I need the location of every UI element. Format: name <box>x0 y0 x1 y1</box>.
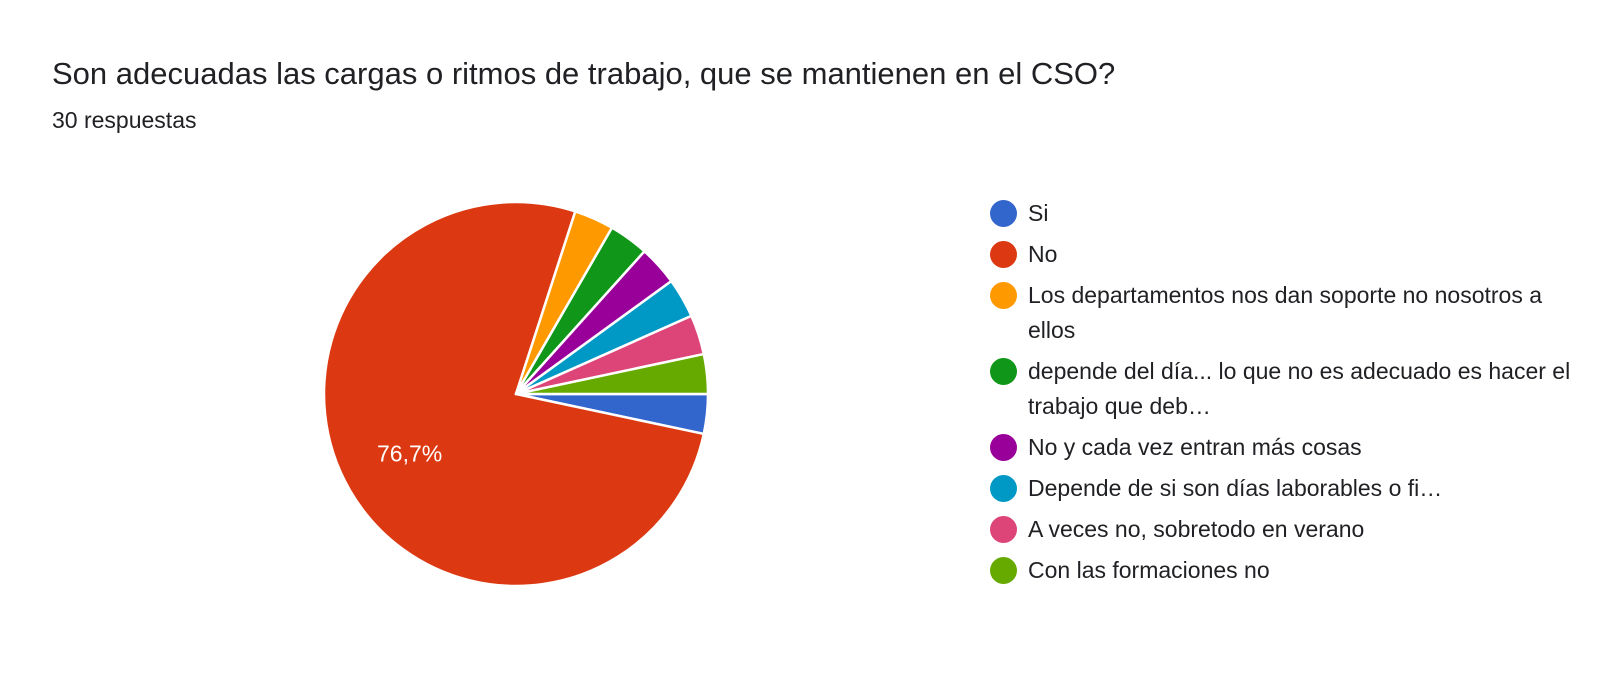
legend-color-icon <box>990 241 1017 268</box>
legend-item-0[interactable]: Si <box>990 196 1580 231</box>
legend-label: Los departamentos nos dan soporte no nos… <box>1028 282 1543 343</box>
legend-label: depende del día... lo que no es adecuado… <box>1028 358 1571 419</box>
legend-color-icon <box>990 516 1017 543</box>
legend-item-1[interactable]: No <box>990 237 1580 272</box>
response-count: 30 respuestas <box>52 107 197 133</box>
legend-item-2[interactable]: Los departamentos nos dan soporte no nos… <box>990 278 1580 348</box>
legend-item-5[interactable]: Depende de si son días laborables o fi… <box>990 471 1580 506</box>
legend-color-icon <box>990 358 1017 385</box>
pie-data-labels: 76,7% <box>377 440 442 466</box>
pie-slice-7[interactable] <box>514 352 710 396</box>
legend-item-3[interactable]: depende del día... lo que no es adecuado… <box>990 354 1580 424</box>
pie-slice-1[interactable] <box>322 200 706 588</box>
legend-color-icon <box>990 475 1017 502</box>
chart-title: Son adecuadas las cargas o ritmos de tra… <box>52 56 1116 91</box>
legend-color-icon <box>990 200 1017 227</box>
legend-color-icon <box>990 557 1017 584</box>
legend-label: A veces no, sobretodo en verano <box>1028 516 1365 542</box>
legend-item-4[interactable]: No y cada vez entran más cosas <box>990 430 1580 465</box>
pie-chart: 76,7% <box>322 200 710 588</box>
legend-color-icon <box>990 282 1017 309</box>
legend-label: Depende de si son días laborables o fi… <box>1028 475 1443 501</box>
legend-label: Si <box>1028 200 1049 226</box>
legend-item-6[interactable]: A veces no, sobretodo en verano <box>990 512 1580 547</box>
legend-color-icon <box>990 434 1017 461</box>
legend-label: No <box>1028 241 1058 267</box>
slice-data-label-1: 76,7% <box>377 440 442 466</box>
chart-legend: Si No Los departamentos nos dan soporte no… <box>990 196 1580 594</box>
legend-label: No y cada vez entran más cosas <box>1028 434 1362 460</box>
pie-slices <box>322 200 710 588</box>
legend-label: Con las formaciones no <box>1028 557 1270 583</box>
legend-item-7[interactable]: Con las formaciones no <box>990 553 1580 588</box>
